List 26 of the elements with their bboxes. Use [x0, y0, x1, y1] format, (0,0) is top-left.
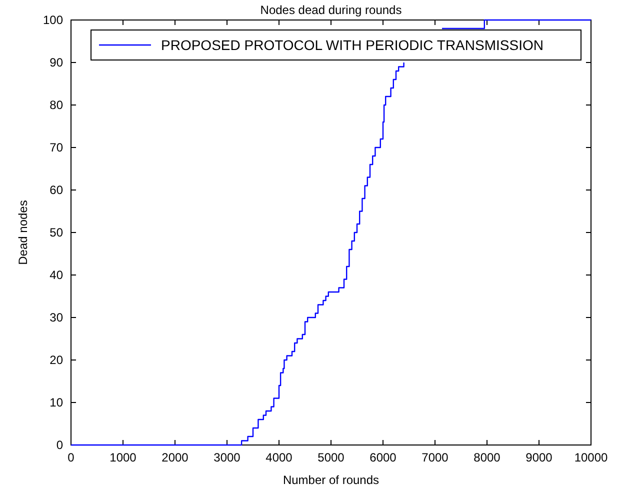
- x-tick-label: 6000: [370, 450, 397, 465]
- y-tick-label: 10: [50, 395, 64, 410]
- x-tick-label: 3000: [214, 450, 241, 465]
- x-tick-label: 10000: [574, 450, 608, 465]
- x-tick-label: 7000: [422, 450, 449, 465]
- y-tick-label: 90: [50, 55, 64, 70]
- y-tick-label: 70: [50, 140, 64, 154]
- y-tick-label: 50: [50, 225, 64, 240]
- y-tick-label: 20: [50, 352, 64, 367]
- y-tick-label: 100: [42, 12, 64, 27]
- y-tick-label: 30: [50, 310, 64, 324]
- x-tick-label: 9000: [526, 450, 553, 465]
- y-tick-label: 0: [56, 438, 64, 452]
- x-tick-label: 2000: [162, 450, 189, 465]
- y-tick-label: 60: [50, 182, 64, 197]
- legend-label: PROPOSED PROTOCOL WITH PERIODIC TRANSMISSION: [161, 37, 544, 53]
- x-tick-label: 5000: [318, 450, 345, 465]
- chart-title: Nodes dead during rounds: [260, 3, 402, 17]
- y-axis-title: Dead nodes: [16, 200, 30, 265]
- y-tick-label: 40: [50, 268, 64, 282]
- x-tick-label: 8000: [474, 450, 501, 465]
- x-axis-title: Number of rounds: [282, 473, 380, 487]
- y-tick-label: 80: [50, 98, 64, 112]
- x-tick-label: 0: [68, 450, 75, 465]
- x-tick-label: 1000: [110, 450, 137, 465]
- x-tick-label: 4000: [266, 450, 293, 465]
